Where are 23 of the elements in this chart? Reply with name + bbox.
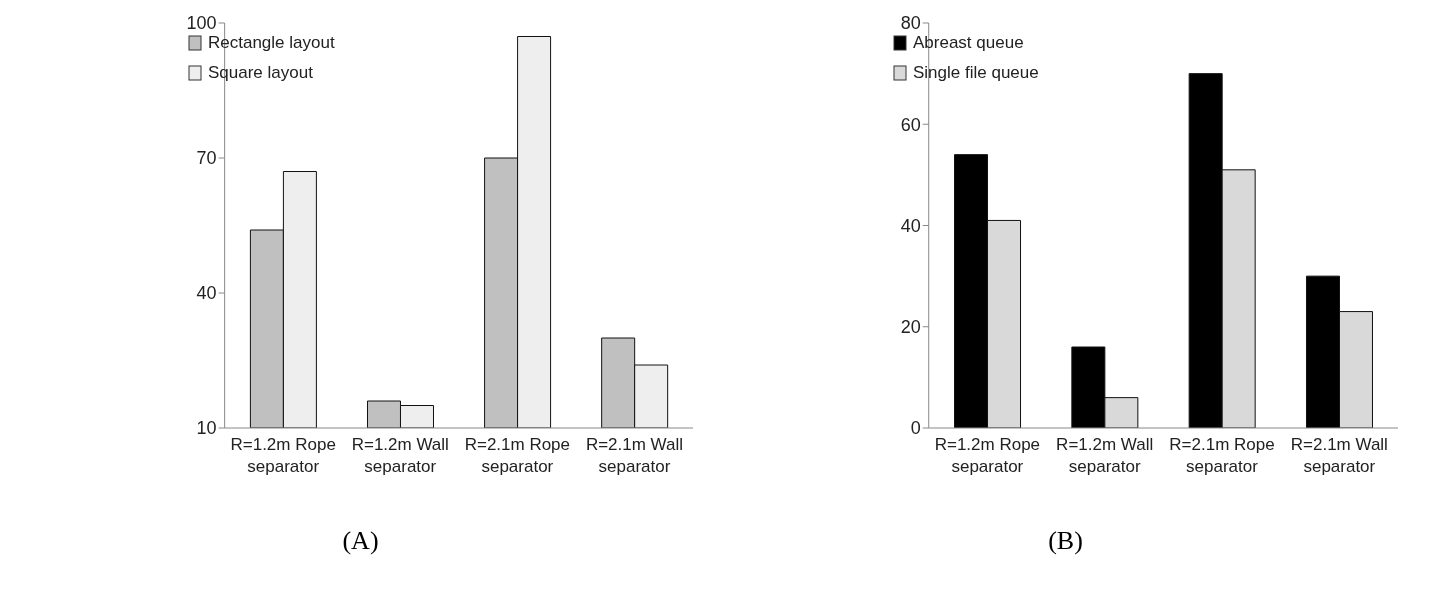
x-tick-label: R=2.1m Rope separator	[1169, 435, 1275, 476]
y-tick-label: 10	[196, 418, 217, 439]
y-tick-label: 40	[196, 283, 217, 304]
x-tick-label: R=2.1m Wall separator	[585, 435, 684, 476]
y-tick-label: 40	[900, 215, 921, 236]
x-tick-label: R=1.2m Wall separator	[1056, 435, 1154, 476]
legend-label: Abreast queue	[913, 32, 1024, 54]
y-tick-label: 60	[900, 114, 921, 135]
x-tick-label: R=2.1m Rope separator	[464, 435, 571, 476]
y-tick-label: 80	[900, 13, 921, 34]
x-tick-label: R=1.2m Wall separator	[351, 435, 449, 476]
y-tick-label: 20	[900, 317, 921, 338]
text: (A)	[342, 526, 379, 556]
legend-label: Square layout	[208, 62, 313, 84]
y-tick-label: 100	[186, 13, 217, 34]
y-tick-label: 70	[196, 148, 217, 169]
x-tick-label: R=1.2m Rope separator	[934, 435, 1041, 476]
y-tick-label: 0	[910, 418, 921, 439]
x-tick-label: R=1.2m Rope separator	[230, 435, 336, 476]
legend-label: Single file queue	[913, 62, 1039, 84]
x-tick-label: R=2.1m Wall separator	[1290, 435, 1388, 476]
text: (B)	[1048, 526, 1083, 556]
legend-label: Rectangle layout	[208, 32, 335, 54]
